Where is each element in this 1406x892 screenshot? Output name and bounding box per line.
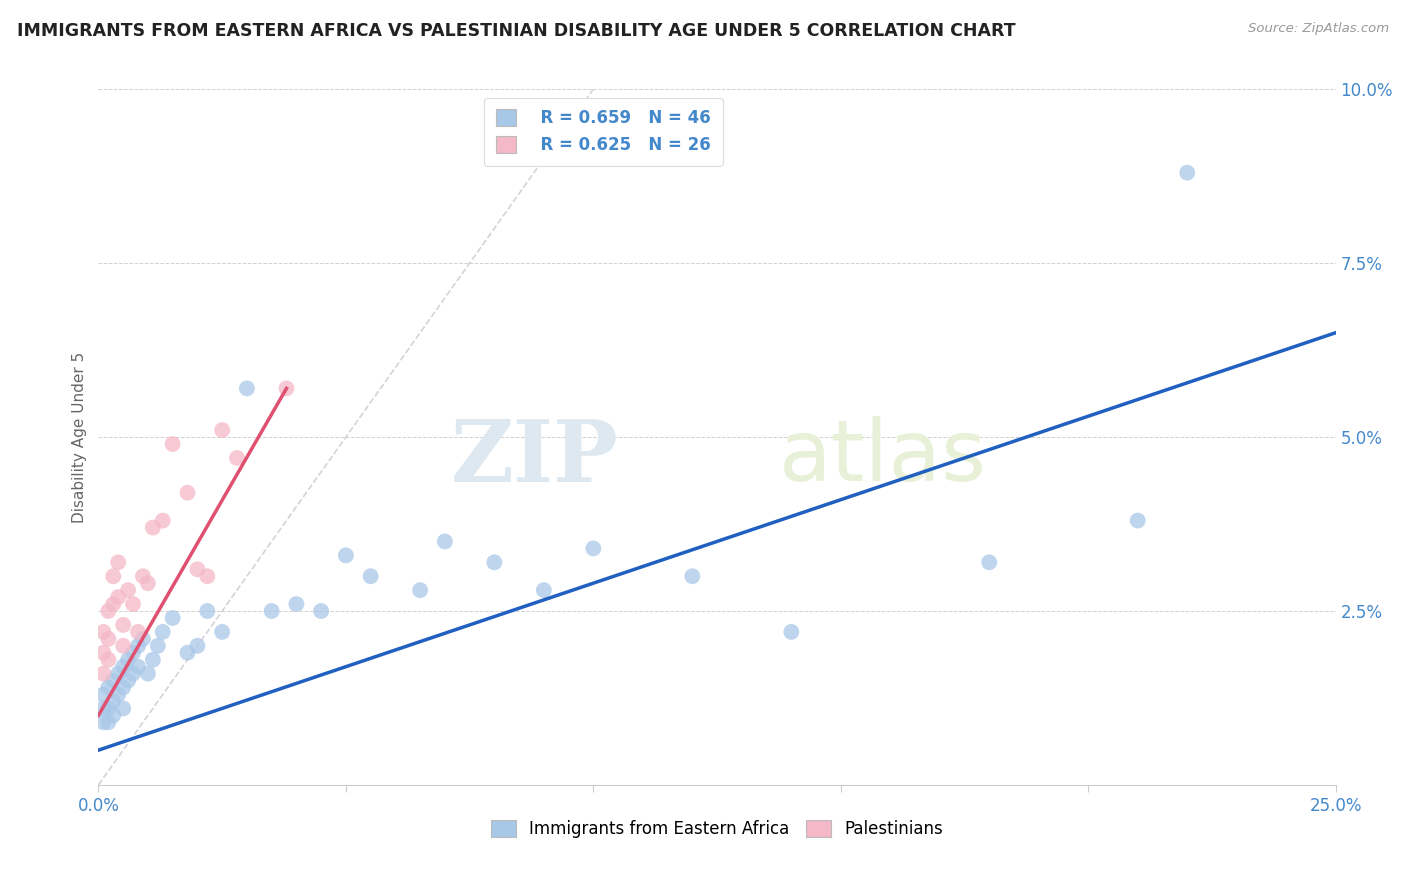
Point [1126, 514, 1149, 528]
Point [103, 673, 125, 688]
Point [97, 604, 120, 618]
Point [112, 639, 135, 653]
Point [146, 639, 169, 653]
Point [136, 666, 159, 681]
Point [360, 569, 382, 583]
Point [132, 632, 155, 646]
Point [93, 666, 115, 681]
Point [112, 618, 135, 632]
Point [107, 688, 129, 702]
Point [132, 569, 155, 583]
Point [117, 673, 139, 688]
Point [127, 624, 149, 639]
Point [780, 624, 803, 639]
Point [93, 701, 115, 715]
Point [107, 555, 129, 569]
Text: Source: ZipAtlas.com: Source: ZipAtlas.com [1249, 22, 1389, 36]
Point [433, 534, 456, 549]
Text: atlas: atlas [779, 417, 987, 500]
Point [103, 708, 125, 723]
Point [97, 653, 120, 667]
Point [127, 659, 149, 673]
Point [582, 541, 605, 556]
Point [122, 666, 145, 681]
Point [112, 659, 135, 673]
Point [162, 611, 184, 625]
Point [211, 423, 233, 437]
Point [176, 646, 198, 660]
Point [97, 681, 120, 695]
Point [409, 583, 432, 598]
Point [533, 583, 555, 598]
Point [484, 555, 506, 569]
Point [335, 549, 357, 563]
Point [186, 639, 208, 653]
Point [276, 381, 298, 395]
Point [195, 604, 218, 618]
Point [107, 590, 129, 604]
Legend: Immigrants from Eastern Africa, Palestinians: Immigrants from Eastern Africa, Palestin… [482, 812, 952, 847]
Point [93, 646, 115, 660]
Point [97, 715, 120, 730]
Point [211, 624, 233, 639]
Point [152, 624, 174, 639]
Point [117, 653, 139, 667]
Point [176, 485, 198, 500]
Point [97, 632, 120, 646]
Point [122, 597, 145, 611]
Point [226, 450, 249, 465]
Point [979, 555, 1001, 569]
Point [236, 381, 259, 395]
Point [309, 604, 332, 618]
Point [93, 688, 115, 702]
Point [127, 639, 149, 653]
Point [103, 569, 125, 583]
Point [112, 681, 135, 695]
Point [93, 715, 115, 730]
Point [195, 569, 218, 583]
Point [142, 653, 165, 667]
Point [103, 597, 125, 611]
Point [103, 694, 125, 708]
Text: IMMIGRANTS FROM EASTERN AFRICA VS PALESTINIAN DISABILITY AGE UNDER 5 CORRELATION: IMMIGRANTS FROM EASTERN AFRICA VS PALEST… [17, 22, 1015, 40]
Point [112, 701, 135, 715]
Point [117, 583, 139, 598]
Point [107, 666, 129, 681]
Point [186, 562, 208, 576]
Point [681, 569, 703, 583]
Point [285, 597, 308, 611]
Y-axis label: Disability Age Under 5: Disability Age Under 5 [72, 351, 87, 523]
Point [142, 520, 165, 534]
Point [93, 624, 115, 639]
Point [260, 604, 283, 618]
Point [97, 701, 120, 715]
Point [162, 437, 184, 451]
Point [122, 646, 145, 660]
Point [152, 514, 174, 528]
Point [136, 576, 159, 591]
Text: ZIP: ZIP [450, 416, 619, 500]
Point [1175, 166, 1198, 180]
